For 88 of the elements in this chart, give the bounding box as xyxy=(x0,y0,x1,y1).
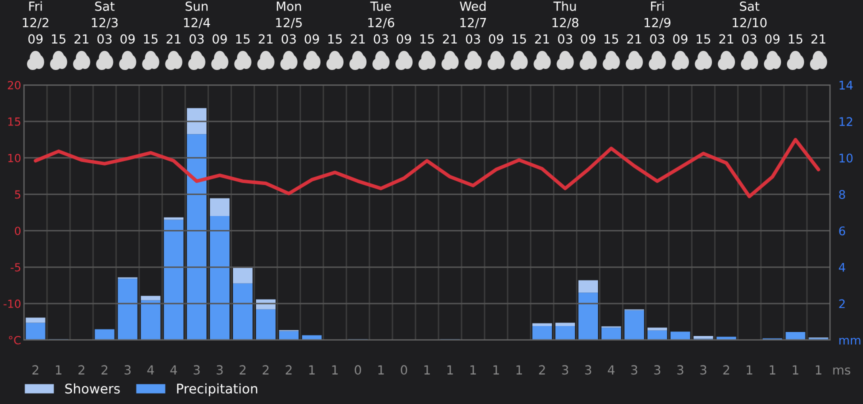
text: 1 xyxy=(470,365,476,374)
text: 4 xyxy=(170,365,177,374)
x-tick-label: 15 xyxy=(420,34,434,44)
text: 2 xyxy=(102,365,108,374)
y-tick-label: 15 xyxy=(8,118,20,126)
x-tick-label: Fri 12/9 03 xyxy=(644,1,670,44)
y-tick-label: 0 xyxy=(14,226,20,236)
y2-tick-label: 8 xyxy=(839,190,846,199)
x-tick-label: 15 xyxy=(236,34,250,44)
text: 1 xyxy=(746,365,752,374)
y2-tick-label: 4 xyxy=(838,263,846,272)
x-tick-label: 15 xyxy=(144,34,158,44)
x-tick-label: 09 xyxy=(396,34,412,44)
x-tick-label: 09 xyxy=(673,34,688,44)
text: 3 xyxy=(700,365,706,375)
y2-tick-label: 10 xyxy=(840,154,853,163)
x-tick-label: 15 xyxy=(696,34,710,44)
x-tick-label: 15 xyxy=(788,34,802,44)
x-tick-label: 21 xyxy=(258,34,273,44)
y-tick-label: 5 xyxy=(15,190,20,199)
x-tick-label: 21 xyxy=(535,34,549,44)
legend-label: Showers xyxy=(65,383,120,394)
y-tick-label: °C xyxy=(8,336,21,344)
legend-label: Precipitation xyxy=(177,383,258,396)
text: 1 xyxy=(309,365,315,374)
text: 1 xyxy=(447,365,453,374)
x-tick-label: Mon 12/5 03 xyxy=(276,2,302,44)
x-tick-label: 15 xyxy=(512,34,526,44)
y2-tick-label: 2 xyxy=(839,299,845,308)
y-tick-label: 10 xyxy=(8,154,20,162)
x-tick-label: 09 xyxy=(212,34,227,44)
x-tick-label: 09 xyxy=(120,34,135,44)
y-tick-label: -10 xyxy=(4,300,20,308)
x-tick-label: 21 xyxy=(350,34,365,44)
text: 1 xyxy=(516,365,522,374)
text: 3 xyxy=(194,365,200,375)
text: 1 xyxy=(770,365,776,374)
x-tick-label: 21 xyxy=(166,34,180,44)
text: ms xyxy=(833,367,850,375)
text: 2 xyxy=(539,365,545,374)
text: 3 xyxy=(216,365,223,375)
x-tick-label: 09 xyxy=(488,34,504,44)
y2-tick-label: 14 xyxy=(840,80,853,90)
text: 1 xyxy=(493,365,499,374)
y2-tick-label: mm xyxy=(839,338,860,344)
text: 2 xyxy=(78,365,84,374)
x-tick-label: Sun 12/4 03 xyxy=(184,1,210,44)
x-tick-label: 21 xyxy=(719,34,734,44)
text: 1 xyxy=(424,365,430,374)
text: 3 xyxy=(562,365,568,375)
y-tick-label: 20 xyxy=(8,80,20,90)
text: 3 xyxy=(585,365,592,375)
text: 2 xyxy=(262,365,269,374)
text: 4 xyxy=(608,365,615,374)
text: 3 xyxy=(677,365,684,375)
x-tick-label: Thu 12/8 03 xyxy=(552,1,578,44)
text: 0 xyxy=(400,365,408,375)
text: 2 xyxy=(240,365,246,374)
x-tick-label: 21 xyxy=(442,34,457,44)
x-tick-label: 15 xyxy=(604,34,618,44)
x-tick-label: 09 xyxy=(581,34,596,44)
y2-tick-label: 12 xyxy=(840,117,852,126)
text: 2 xyxy=(286,365,292,374)
x-tick-label: Fri 12/2 09 xyxy=(22,1,48,44)
x-tick-label: 15 xyxy=(328,34,342,44)
x-tick-label: Sat 12/3 03 xyxy=(92,1,118,44)
x-tick-label: 09 xyxy=(765,34,780,44)
x-tick-label: Wed 12/7 03 xyxy=(460,1,486,44)
x-tick-label: Tue 12/6 03 xyxy=(368,2,394,44)
x-tick-label: 09 xyxy=(304,34,319,44)
text: 3 xyxy=(124,365,131,375)
text: 0 xyxy=(354,365,362,375)
text: 1 xyxy=(816,365,822,374)
y-tick-label: -5 xyxy=(10,263,20,272)
text: 3 xyxy=(631,365,638,375)
text: 1 xyxy=(792,365,798,374)
text: 2 xyxy=(723,365,730,374)
x-tick-label: 21 xyxy=(811,34,826,44)
text: 1 xyxy=(56,365,62,374)
text: 4 xyxy=(147,365,154,374)
text: 1 xyxy=(332,365,338,374)
x-tick-label: 21 xyxy=(627,34,642,44)
x-tick-label: 15 xyxy=(52,34,66,44)
y2-tick-label: 6 xyxy=(839,226,846,236)
text: 2 xyxy=(32,365,38,374)
text: 3 xyxy=(654,365,660,375)
x-tick-label: 21 xyxy=(74,34,88,44)
text: 1 xyxy=(378,365,384,374)
